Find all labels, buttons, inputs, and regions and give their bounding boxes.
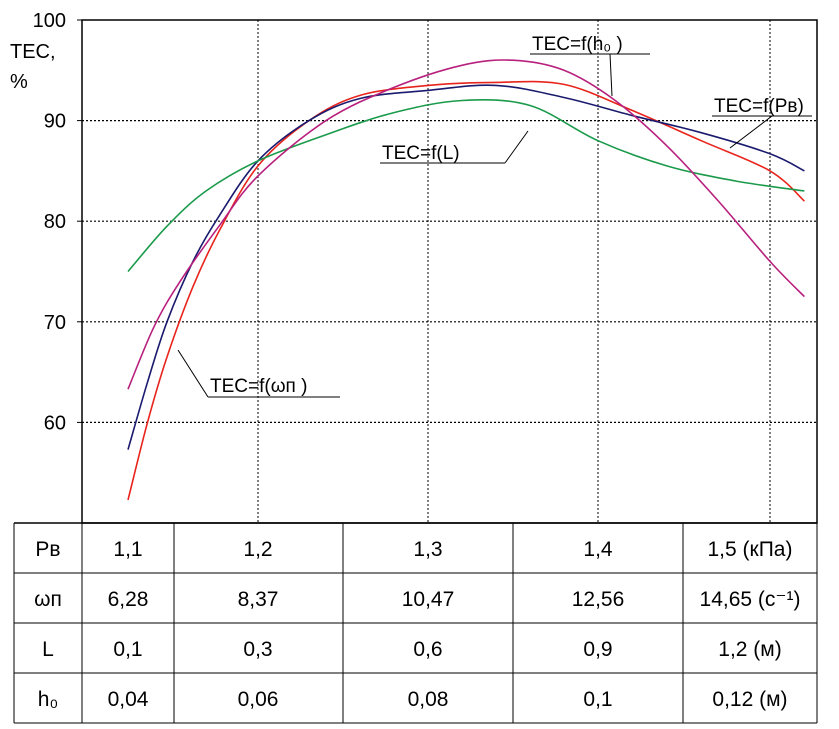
table-row-label: ωп [34,588,62,611]
annotation-pv-leader [729,115,773,149]
series-h0-line [127,59,805,390]
table-cell: 1,1 [113,538,142,561]
table-cell: 1,5 (кПа) [708,538,793,561]
table-cell: 8,37 [238,588,279,611]
y-tick-label: 60 [44,412,66,434]
table-cell: 14,65 (с⁻¹) [700,588,801,611]
chart-series [127,59,805,501]
series-pv-line [127,84,805,450]
chart-grid [82,20,817,523]
annotation-h0-leader [609,53,613,97]
plot-frame [81,19,818,524]
y-tick-label: 90 [44,111,66,133]
table-cell: 0,1 [113,638,142,661]
table-row-label: h₀ [38,688,58,711]
table-cell: 6,28 [108,588,149,611]
table-cell: 0,3 [243,638,272,661]
data-table: Pв 1,1 1,2 1,3 1,4 1,5 (кПа) ωп 6,28 8,37 10,47 12… [13,522,818,724]
table-cell: 12,56 [572,588,625,611]
table-cell: 0,12 (м) [712,688,787,711]
chart-annotations: TEC=f(h₀ ) TEC=f(Pв) TEC=f(L) TEC=f(ωп ) [177,34,812,398]
y-tick-label: 80 [44,211,66,233]
table-cell: 1,2 (м) [718,638,781,661]
table-cell: 0,06 [238,688,279,711]
y-axis-label: TEC,% [10,41,56,93]
table-cell: 0,6 [413,638,442,661]
series-l-line [127,98,805,273]
annotation-l-leader [504,130,529,164]
annotation-pv: TEC=f(Pв) [712,96,812,149]
table-cell: 0,1 [583,688,612,711]
y-axis-label-line: TEC, [10,41,56,63]
table-cell: 1,3 [413,538,442,561]
annotation-omega: TEC=f(ωп ) [177,349,340,398]
annotation-pv-text: TEC=f(Pв) [714,96,804,117]
y-axis-label-line: % [10,71,28,93]
annotation-h0: TEC=f(h₀ ) [530,34,650,97]
y-tick-label: 70 [44,312,66,334]
series-omega-line [127,80,805,501]
table-cell: 0,04 [108,688,149,711]
y-axis-ticks: 60 70 80 90 100 [33,10,82,434]
table-cell: 0,08 [408,688,449,711]
table-cell: 1,2 [243,538,272,561]
table-cell: 0,9 [583,638,612,661]
y-tick-label: 100 [33,10,66,32]
table-row-label: L [42,638,54,661]
annotation-l-text: TEC=f(L) [382,143,460,164]
annotation-omega-leader [177,349,209,398]
table-cell: 1,4 [583,538,613,561]
annotation-h0-text: TEC=f(h₀ ) [532,34,623,55]
table-cell: 10,47 [402,588,455,611]
annotation-l: TEC=f(L) [380,130,529,164]
table-row-label: Pв [35,538,60,561]
annotation-omega-text: TEC=f(ωп ) [210,376,307,397]
